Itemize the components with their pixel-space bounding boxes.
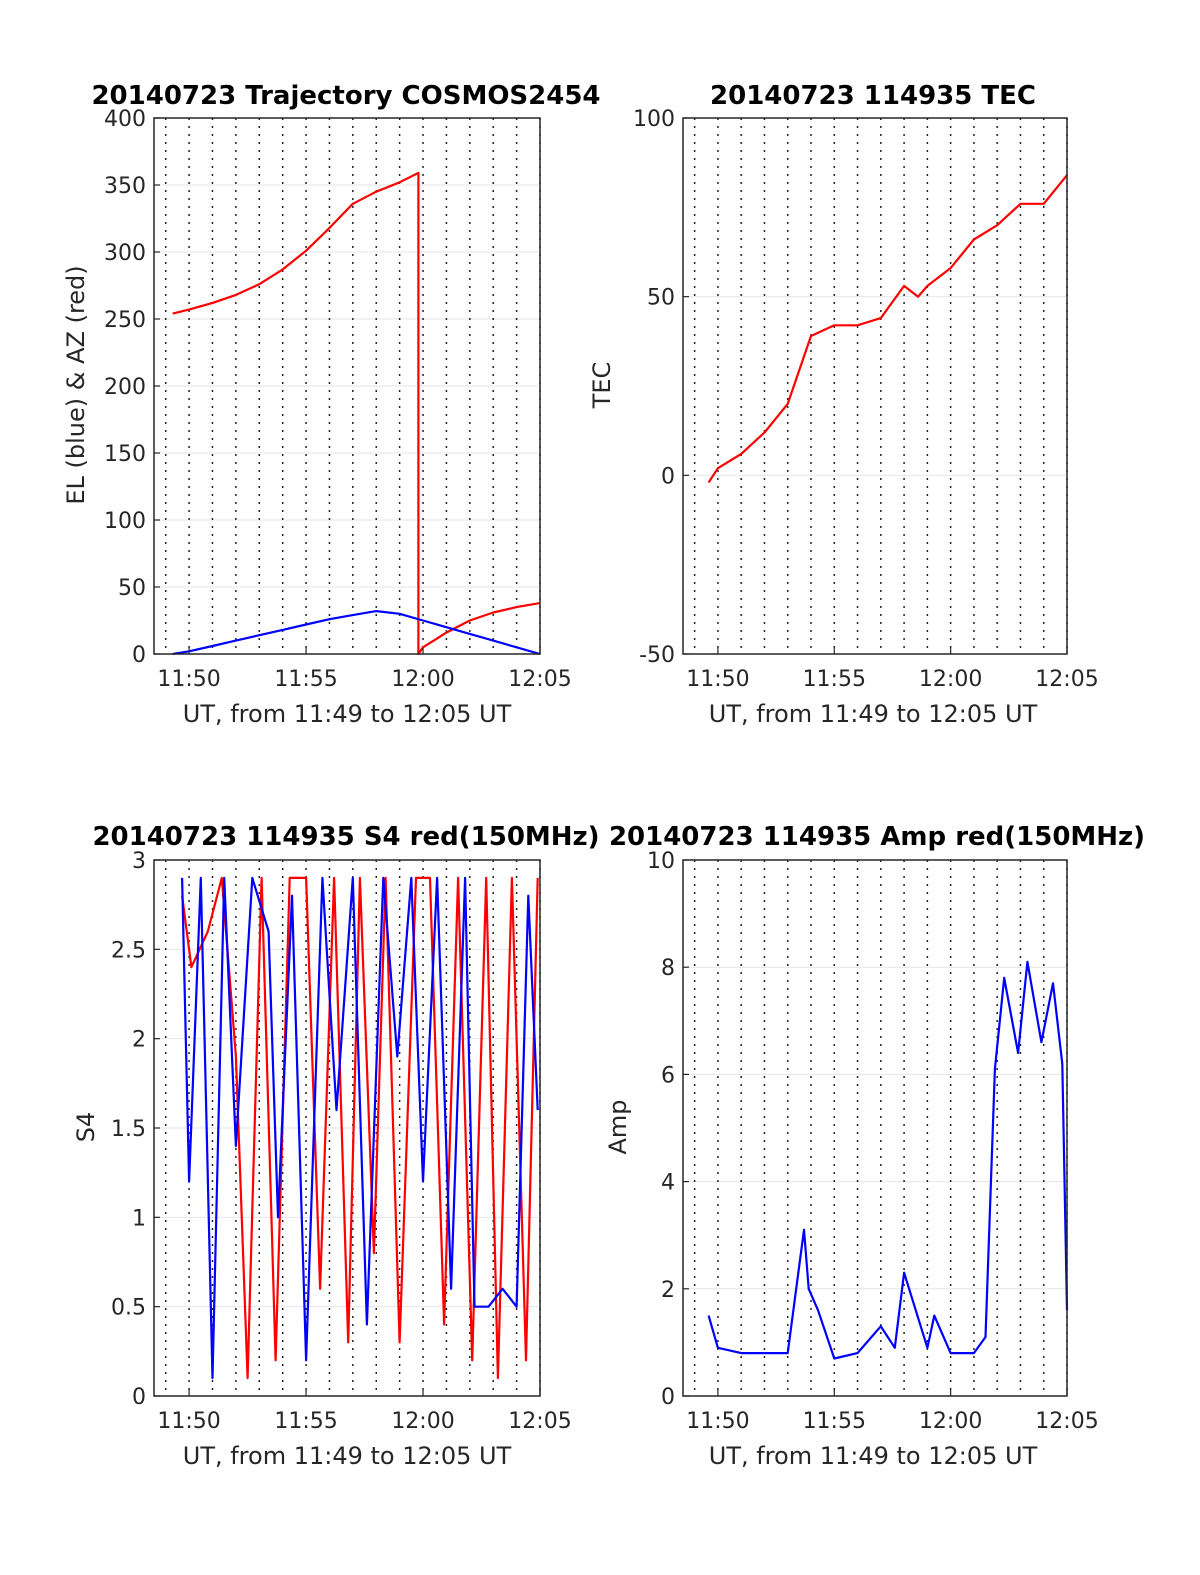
s4-ytick-label: 3 [132,849,146,874]
tec-ytick-label: 0 [661,464,675,489]
trajectory-xlabel: UT, from 11:49 to 12:05 UT [183,700,512,728]
trajectory-xtick-label: 12:05 [508,667,571,692]
amp-ytick-label: 10 [647,849,675,874]
tec-xtick-label: 11:50 [686,667,749,692]
trajectory-plot-layer: 0 50 100 150 200 250 300 350 400 11:50 11:55 12:00 1… [104,107,572,692]
amp-ytick-label: 4 [661,1171,675,1196]
trajectory-xtick-label: 11:55 [274,667,337,692]
amp-ytick-label: 6 [661,1063,675,1088]
s4-panel: 0 0.5 1 1.5 2 2.5 3 11:50 11:55 12:00 12:05 201407… [72,822,600,1470]
s4-xtick-label: 12:05 [508,1409,571,1434]
tec-xtick-label: 11:55 [803,667,866,692]
amp-series-0 [707,960,1069,1360]
tec-ylabel: TEC [588,362,616,410]
tec-xtick-label: 12:05 [1035,667,1098,692]
trajectory-ylabel: EL (blue) & AZ (red) [62,265,90,504]
trajectory-xtick-label: 12:00 [391,667,454,692]
amp-ylabel: Amp [604,1099,632,1154]
s4-ytick-label: 1.5 [111,1117,146,1142]
amp-ytick-label: 2 [661,1278,675,1303]
amp-axes-box [682,859,1068,1397]
amp-xlabel: UT, from 11:49 to 12:05 UT [709,1442,1038,1470]
amp-title: 20140723 114935 Amp red(150MHz) [609,822,1145,852]
amp-ytick-label: 8 [661,956,675,981]
amp-xtick-label: 12:00 [919,1409,982,1434]
amp-plot-layer: 0 2 4 6 8 10 11:50 11:55 12:00 12:05 [647,849,1099,1434]
s4-ytick-label: 2 [132,1028,146,1053]
tec-ytick-label: 100 [633,107,675,132]
s4-ytick-label: 0 [132,1385,146,1410]
tec-panel: -50 0 50 100 11:50 11:55 12:00 12:05 20140723 1… [588,81,1099,728]
s4-series-1 [181,876,539,1380]
s4-ytick-label: 1 [132,1206,146,1231]
s4-xlabel: UT, from 11:49 to 12:05 UT [183,1442,512,1470]
tec-xtick-label: 12:00 [919,667,982,692]
trajectory-ytick-label: 250 [104,308,146,333]
trajectory-ytick-label: 150 [104,442,146,467]
s4-ytick-label: 2.5 [111,938,146,963]
s4-ylabel: S4 [72,1112,100,1143]
trajectory-ytick-label: 350 [104,174,146,199]
tec-ytick-label: 50 [647,286,675,311]
trajectory-ytick-label: 200 [104,375,146,400]
tec-series-0 [707,174,1068,484]
s4-plot-layer: 0 0.5 1 1.5 2 2.5 3 11:50 11:55 12:00 12:05 [111,849,572,1434]
s4-title: 20140723 114935 S4 red(150MHz) [92,822,599,852]
tec-ytick-label: -50 [639,643,675,668]
tec-plot-layer: -50 0 50 100 11:50 11:55 12:00 12:05 [633,107,1099,692]
tec-title: 20140723 114935 TEC [710,81,1036,111]
s4-xtick-label: 12:00 [391,1409,454,1434]
amp-xtick-label: 11:50 [686,1409,749,1434]
s4-xtick-label: 11:55 [274,1409,337,1434]
trajectory-title: 20140723 Trajectory COSMOS2454 [91,81,600,111]
tec-xlabel: UT, from 11:49 to 12:05 UT [709,700,1038,728]
trajectory-series-0 [172,171,541,656]
s4-ytick-label: 0.5 [111,1296,146,1321]
trajectory-ytick-label: 300 [104,241,146,266]
s4-series-0 [181,876,539,1380]
amp-xtick-label: 11:55 [803,1409,866,1434]
tec-axes-box [682,117,1068,655]
trajectory-ytick-label: 0 [132,643,146,668]
trajectory-ytick-label: 100 [104,509,146,534]
trajectory-xtick-label: 11:50 [157,667,220,692]
trajectory-ytick-label: 50 [118,576,146,601]
amp-ytick-label: 0 [661,1385,675,1410]
trajectory-ytick-label: 400 [104,107,146,132]
s4-xtick-label: 11:50 [157,1409,220,1434]
amp-panel: 0 2 4 6 8 10 11:50 11:55 12:00 12:05 20140723 114… [604,822,1145,1470]
trajectory-panel: 0 50 100 150 200 250 300 350 400 11:50 11:55 12:00 1… [62,81,601,728]
amp-xtick-label: 12:05 [1035,1409,1098,1434]
trajectory-series-1 [172,609,541,656]
